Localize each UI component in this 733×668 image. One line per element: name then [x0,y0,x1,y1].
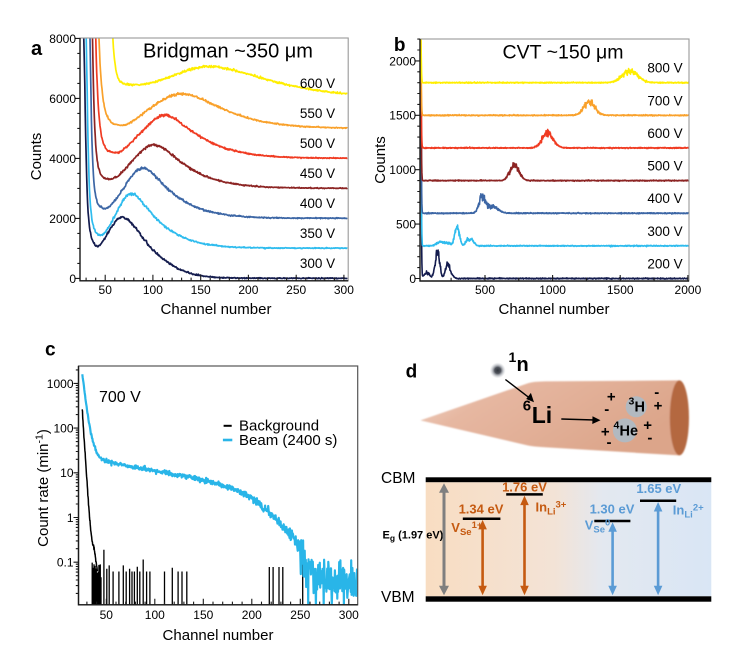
svg-text:150: 150 [191,283,211,297]
svg-text:1500: 1500 [607,283,634,297]
svg-text:800 V: 800 V [647,61,682,76]
svg-text:+: + [601,423,610,440]
svg-text:10: 10 [60,466,74,480]
svg-text:500 V: 500 V [300,136,335,151]
svg-text:-: - [604,401,609,418]
svg-text:-: - [647,430,652,447]
svg-text:450 V: 450 V [300,166,335,181]
svg-text:n: n [517,354,529,376]
svg-text:Channel number: Channel number [499,301,610,318]
svg-text:200: 200 [238,283,258,297]
svg-text:Beam (2400 s): Beam (2400 s) [239,432,337,449]
svg-text:Background: Background [239,418,319,435]
svg-text:500: 500 [475,283,495,297]
svg-text:Channel number: Channel number [163,627,274,644]
svg-text:1.65 eV: 1.65 eV [636,481,681,496]
svg-text:1000: 1000 [539,283,566,297]
svg-text:700 V: 700 V [99,389,141,406]
svg-text:300 V: 300 V [647,224,682,239]
svg-text:6: 6 [523,398,531,415]
svg-text:1500: 1500 [389,109,416,123]
svg-text:1000: 1000 [47,377,74,391]
svg-text:Li: Li [532,402,552,428]
svg-text:50: 50 [100,608,114,622]
svg-text:2000: 2000 [49,212,76,226]
svg-text:4: 4 [614,420,620,432]
svg-text:100: 100 [145,608,165,622]
svg-text:CVT ~150 μm: CVT ~150 μm [503,41,624,63]
svg-text:150: 150 [193,608,213,622]
svg-text:8000: 8000 [49,32,76,46]
svg-text:1: 1 [509,349,517,365]
svg-text:0.1: 0.1 [57,556,74,570]
svg-text:Count rate (min-1): Count rate (min-1) [34,429,53,547]
svg-text:c: c [45,340,56,361]
svg-text:Counts: Counts [372,136,389,184]
svg-text:1.30 eV: 1.30 eV [590,502,635,517]
svg-text:400 V: 400 V [647,191,682,206]
svg-text:0: 0 [69,272,76,286]
svg-text:300: 300 [334,283,354,297]
svg-text:d: d [406,362,418,383]
svg-text:-: - [654,384,659,401]
svg-text:1000: 1000 [389,163,416,177]
svg-text:a: a [31,38,43,60]
svg-text:300 V: 300 V [300,256,335,271]
svg-text:0: 0 [409,272,416,286]
svg-text:H: H [635,400,645,416]
svg-text:500: 500 [396,218,416,232]
svg-text:250: 250 [286,283,306,297]
svg-text:-: - [607,434,612,451]
svg-text:600 V: 600 V [647,126,682,141]
svg-text:CBM: CBM [381,470,415,487]
svg-text:250: 250 [290,608,310,622]
svg-text:3: 3 [629,396,635,408]
svg-text:300: 300 [339,608,359,622]
svg-text:700 V: 700 V [647,93,682,108]
svg-text:1: 1 [67,511,74,525]
svg-text:1.76 eV: 1.76 eV [502,480,547,495]
svg-text:+: + [643,417,652,434]
svg-text:500 V: 500 V [647,159,682,174]
svg-text:4000: 4000 [49,152,76,166]
svg-text:600 V: 600 V [300,76,335,91]
svg-text:+: + [654,397,663,414]
svg-text:b: b [394,35,406,56]
svg-text:100: 100 [143,283,163,297]
svg-text:50: 50 [99,283,113,297]
svg-text:2000: 2000 [675,283,702,297]
svg-text:Channel number: Channel number [161,301,272,318]
svg-text:6000: 6000 [49,92,76,106]
svg-text:+: + [607,388,616,405]
svg-text:Bridgman ~350 μm: Bridgman ~350 μm [143,40,313,62]
svg-text:1.34 eV: 1.34 eV [459,502,504,517]
svg-text:He: He [620,424,639,440]
svg-text:200: 200 [242,608,262,622]
svg-text:200 V: 200 V [647,257,682,272]
svg-text:350 V: 350 V [300,226,335,241]
svg-text:Counts: Counts [28,133,45,181]
svg-text:Eg (1.97 eV): Eg (1.97 eV) [383,530,444,544]
svg-text:550 V: 550 V [300,106,335,121]
svg-text:VBM: VBM [381,589,415,606]
svg-text:100: 100 [53,422,73,436]
svg-text:400 V: 400 V [300,196,335,211]
svg-text:2000: 2000 [389,54,416,68]
